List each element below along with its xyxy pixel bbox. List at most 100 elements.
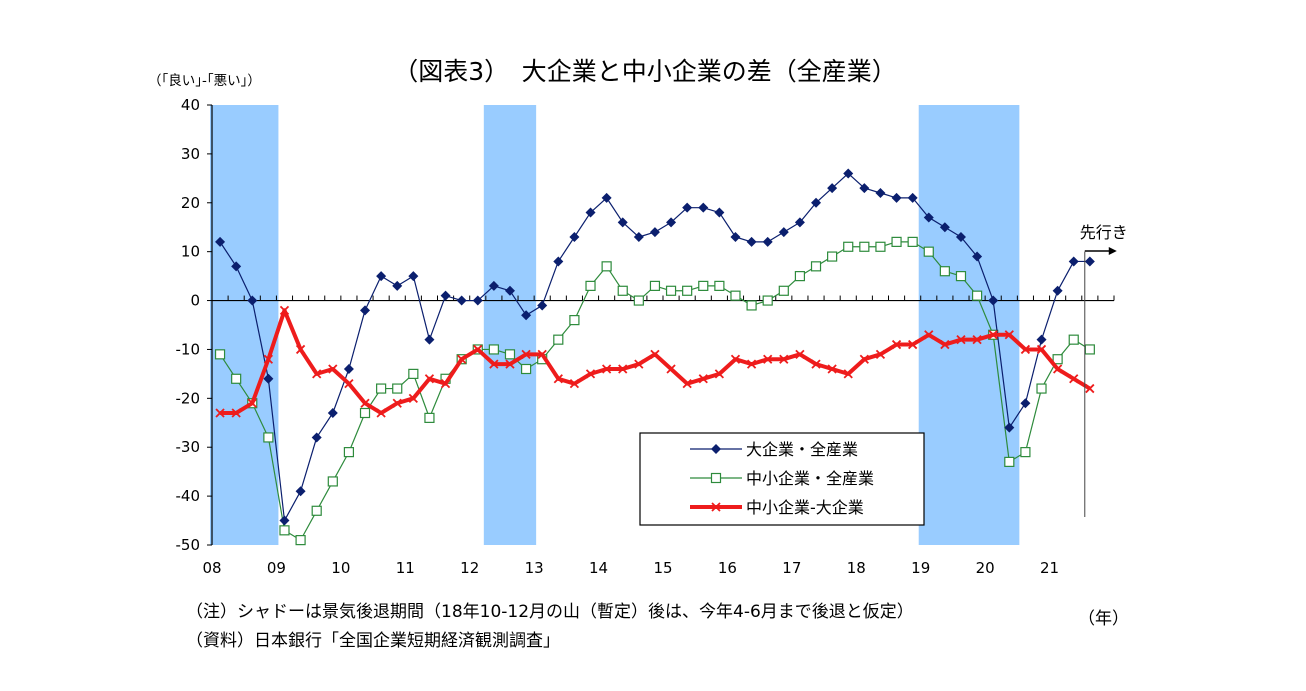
data-point [875, 188, 886, 198]
y-tick-label: -50 [176, 536, 201, 554]
data-point [279, 515, 290, 526]
data-point [295, 535, 306, 546]
data-point [360, 398, 370, 408]
recession-band [483, 105, 537, 545]
data-point [875, 349, 886, 359]
data-point [875, 241, 886, 252]
chart-title: （図表3） 大企業と中小企業の差（全産業） [393, 57, 896, 86]
data-point [972, 335, 982, 345]
data-point [553, 334, 564, 345]
data-point [569, 379, 580, 389]
forecast-marker: 先行き [1080, 223, 1128, 517]
data-point [392, 398, 402, 408]
data-point [795, 349, 805, 359]
data-point [891, 339, 902, 350]
y-tick-label: 0 [190, 292, 200, 310]
data-point [827, 364, 837, 374]
data-point [665, 285, 677, 296]
data-point [939, 266, 950, 277]
data-point [908, 339, 918, 350]
data-point [891, 236, 902, 247]
data-point [505, 359, 515, 369]
data-point [263, 354, 274, 364]
data-point [231, 261, 242, 272]
data-point [376, 383, 387, 394]
data-point [376, 408, 386, 418]
data-point [811, 359, 821, 369]
data-point [312, 369, 322, 379]
data-point [827, 183, 838, 194]
data-point [762, 236, 773, 247]
data-point [585, 369, 596, 379]
legend-label: 大企業・全産業 [746, 440, 858, 459]
data-point [537, 300, 548, 311]
x-tick-label: 18 [847, 559, 866, 577]
data-point [811, 197, 822, 208]
data-point [924, 330, 934, 340]
data-point [311, 432, 322, 443]
note-source: （資料）日本銀行「全国企業短期経済観測調査」 [186, 631, 560, 651]
data-point [504, 349, 516, 360]
data-point [231, 373, 242, 384]
data-point [843, 168, 854, 179]
data-point [408, 271, 419, 282]
data-point [843, 241, 854, 252]
data-point [585, 207, 596, 218]
y-tick-label: -40 [176, 487, 201, 505]
data-point [488, 344, 499, 355]
data-point [698, 280, 709, 291]
x-tick-label: 17 [782, 559, 801, 577]
y-tick-label: 40 [181, 96, 200, 114]
x-tick-label: 12 [460, 559, 479, 577]
data-point [295, 486, 306, 497]
data-point [601, 192, 612, 203]
forecast-label: 先行き [1080, 223, 1128, 242]
data-point [859, 241, 870, 252]
data-point [955, 271, 967, 282]
x-tick-label: 15 [653, 559, 672, 577]
data-point [1036, 334, 1047, 345]
data-point [311, 505, 322, 516]
data-point [1084, 344, 1095, 355]
data-point [601, 364, 612, 374]
legend-item: 中小企業・全産業 [690, 469, 874, 488]
data-point [489, 359, 499, 369]
data-point [955, 232, 966, 242]
data-point [682, 202, 693, 213]
data-point [601, 261, 612, 272]
data-point [263, 373, 274, 384]
data-point [521, 310, 532, 321]
data-point [488, 280, 499, 291]
data-point [1052, 354, 1063, 365]
data-point [711, 444, 721, 454]
data-point [392, 383, 403, 394]
data-point [569, 232, 580, 242]
data-point [279, 305, 290, 315]
data-point [295, 344, 306, 355]
data-point [408, 368, 419, 379]
data-point [779, 354, 789, 364]
x-tick-label: 16 [718, 559, 737, 577]
data-point [939, 222, 950, 233]
data-point [650, 349, 660, 359]
x-tick-label: 13 [525, 559, 544, 577]
data-point [1085, 383, 1095, 394]
data-point [634, 359, 644, 369]
data-point [424, 334, 435, 345]
data-point [778, 285, 789, 296]
x-tick-label: 10 [331, 559, 350, 577]
data-point [1052, 364, 1063, 374]
data-point [859, 183, 870, 194]
data-point [247, 398, 257, 408]
data-point [730, 354, 741, 364]
recession-band [918, 105, 1020, 545]
data-point [472, 295, 483, 306]
data-point [618, 364, 628, 374]
data-point [343, 447, 355, 458]
data-point [473, 344, 483, 355]
data-point [585, 280, 596, 291]
series-1 [214, 236, 1095, 546]
